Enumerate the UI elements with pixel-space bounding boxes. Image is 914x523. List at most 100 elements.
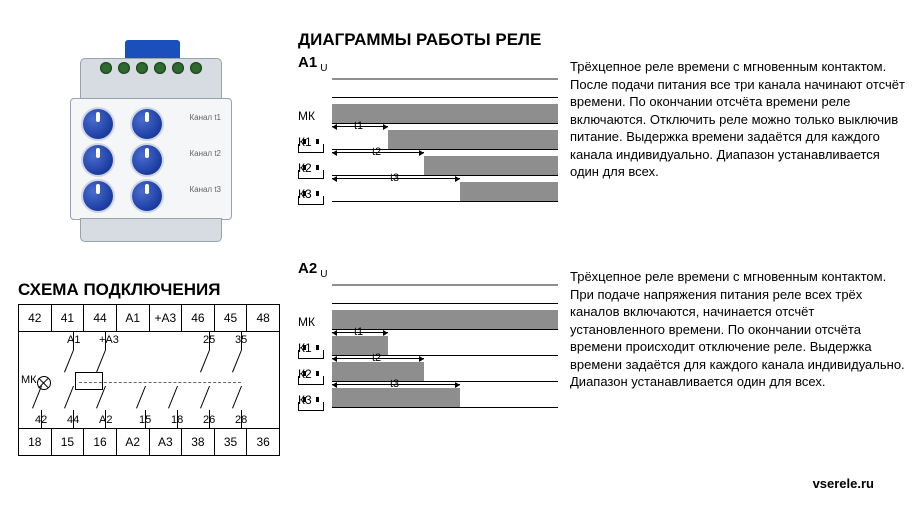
mk-contact-icon <box>37 376 51 390</box>
schem-contact <box>136 386 146 409</box>
pulse <box>424 156 558 175</box>
terminal-cell: 35 <box>214 429 247 456</box>
terminal-cell: A3 <box>149 429 182 456</box>
terminal-led <box>154 62 166 74</box>
rotary-knob <box>83 145 113 175</box>
rotary-knob <box>132 181 162 211</box>
track: t3 <box>332 388 558 410</box>
terminal-led <box>190 62 202 74</box>
timing-row-u <box>298 282 558 308</box>
terminal-cell: 15 <box>51 429 84 456</box>
watermark: vserele.ru <box>813 476 874 491</box>
device-terminal-top <box>80 58 222 100</box>
terminal-cell: A2 <box>116 429 149 456</box>
track <box>332 78 558 100</box>
terminal-cell: A1 <box>116 305 149 332</box>
relay-contact-icon <box>298 402 324 411</box>
mechanical-link <box>79 382 241 383</box>
terminal-cell: 41 <box>51 305 84 332</box>
track <box>332 104 558 126</box>
terminal-cell: 45 <box>214 305 247 332</box>
track: t2 <box>332 362 558 384</box>
terminal-cell: 18 <box>19 429 52 456</box>
schem-lead <box>145 410 146 428</box>
track <box>332 284 558 306</box>
terminal-cell: 38 <box>182 429 215 456</box>
supply-line <box>332 284 558 286</box>
terminal-cell: 48 <box>247 305 280 332</box>
timing-row-k2: К2t2 <box>298 154 558 180</box>
relay-contact-icon <box>298 170 324 179</box>
schem-contact <box>200 386 210 409</box>
channel-label: Канал t2 <box>189 149 221 158</box>
track: t3 <box>332 182 558 204</box>
timing-row-u <box>298 76 558 102</box>
schem-lead <box>177 410 178 428</box>
schem-lead <box>209 410 210 428</box>
schem-contact <box>64 350 74 373</box>
t-label: t3 <box>390 172 399 184</box>
terminal-cell: 16 <box>84 429 117 456</box>
timing-row-k1: К1t1 <box>298 334 558 360</box>
rotary-knob <box>83 109 113 139</box>
supply-line <box>332 78 558 80</box>
schem-label: +A3 <box>99 334 119 346</box>
pulse <box>332 362 424 381</box>
track: t1 <box>332 130 558 152</box>
rotary-knob <box>132 109 162 139</box>
t-label: t1 <box>354 120 363 132</box>
track <box>332 310 558 332</box>
terminal-cell: 44 <box>84 305 117 332</box>
track: t2 <box>332 156 558 178</box>
schem-lead <box>73 332 74 350</box>
schem-lead <box>105 410 106 428</box>
t-label: t2 <box>372 352 381 364</box>
device-terminal-bottom <box>80 218 222 242</box>
a1-u: U <box>320 63 327 74</box>
row-label: МК <box>298 109 326 123</box>
timing-row-k3: К3t3 <box>298 180 558 206</box>
description-a2: Трёхцепное реле времени с мгновенным кон… <box>570 268 906 391</box>
schem-lead <box>241 332 242 350</box>
terminal-cell: 36 <box>247 429 280 456</box>
title-connection: СХЕМА ПОДКЛЮЧЕНИЯ <box>18 280 220 300</box>
description-a1: Трёхцепное реле времени с мгновенным кон… <box>570 58 906 181</box>
timing-row-k1: К1t1 <box>298 128 558 154</box>
timing-diagram-a1: A1U МК К1t1К2t2К3t3 <box>298 54 558 206</box>
row-label: МК <box>298 315 326 329</box>
schem-contact <box>200 350 210 373</box>
terminal-led <box>172 62 184 74</box>
din-rail-clip <box>125 40 180 60</box>
device-front-panel: Канал t1 Канал t2 Канал t3 <box>70 98 232 220</box>
schem-lead <box>209 332 210 350</box>
terminal-cell: 46 <box>182 305 215 332</box>
terminal-led <box>118 62 130 74</box>
terminal-led <box>100 62 112 74</box>
timing-diagram-a2: A2U МК К1t1К2t2К3t3 <box>298 260 558 412</box>
wiring-schematic: 424144A1+A3464548 A1+A325354244A21518262… <box>18 304 280 456</box>
channel-label: Канал t3 <box>189 185 221 194</box>
timing-row-k2: К2t2 <box>298 360 558 386</box>
t-label: t1 <box>354 326 363 338</box>
pulse <box>388 130 558 149</box>
relay-contact-icon <box>298 350 324 359</box>
a2-label: A2 <box>298 260 317 277</box>
channel-label: Канал t1 <box>189 113 221 122</box>
a2-u: U <box>320 269 327 280</box>
timing-row-mk: МК <box>298 102 558 128</box>
terminal-led <box>136 62 148 74</box>
pulse <box>332 388 460 407</box>
t-label: t2 <box>372 146 381 158</box>
timing-row-mk: МК <box>298 308 558 334</box>
schem-label: МК <box>21 374 37 386</box>
schem-lead <box>241 410 242 428</box>
t-label: t3 <box>390 378 399 390</box>
timing-row-k3: К3t3 <box>298 386 558 412</box>
rotary-knob <box>83 181 113 211</box>
schem-contact <box>232 350 242 373</box>
relay-contact-icon <box>298 196 324 205</box>
device-photo: Канал t1 Канал t2 Канал t3 <box>70 40 230 240</box>
schem-contact <box>232 386 242 409</box>
a1-label: A1 <box>298 54 317 71</box>
relay-contact-icon <box>298 376 324 385</box>
